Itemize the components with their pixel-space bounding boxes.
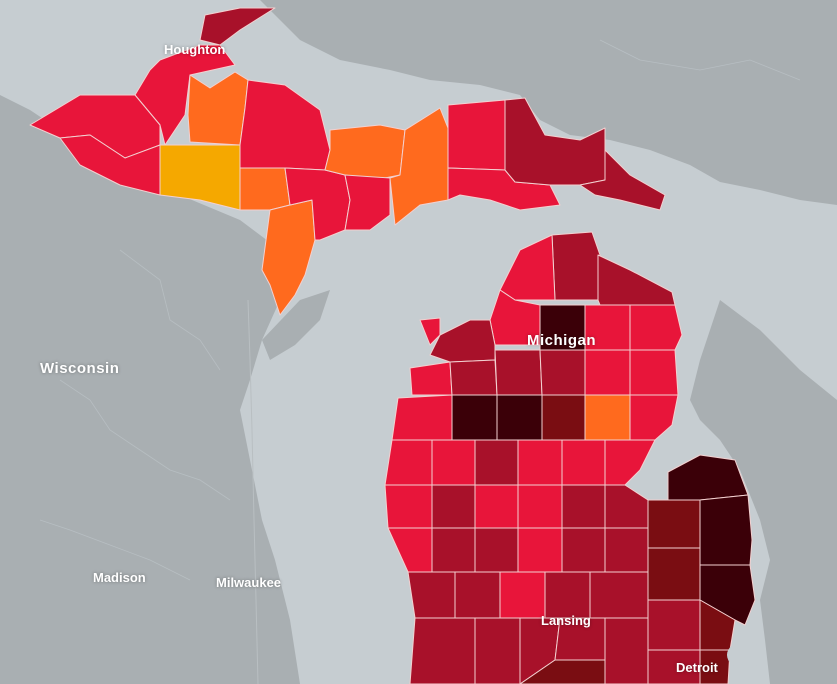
city-label-detroit: Detroit	[676, 660, 718, 675]
county[interactable]	[517, 439, 563, 486]
county[interactable]	[496, 394, 543, 441]
ontario-east-land	[690, 300, 837, 684]
county[interactable]	[561, 439, 606, 486]
county[interactable]	[517, 484, 563, 529]
county[interactable]	[561, 484, 606, 529]
wisconsin-border	[247, 299, 259, 684]
county[interactable]	[187, 71, 249, 146]
county[interactable]	[474, 617, 521, 684]
county[interactable]	[409, 361, 453, 396]
upper-peninsula	[29, 7, 666, 316]
county[interactable]	[431, 439, 476, 486]
county[interactable]	[517, 527, 563, 573]
county[interactable]	[699, 649, 731, 684]
county[interactable]	[584, 394, 631, 441]
county[interactable]	[499, 571, 546, 619]
county[interactable]	[384, 484, 433, 529]
county[interactable]	[324, 124, 406, 181]
lower-peninsula	[384, 231, 756, 684]
county[interactable]	[604, 527, 649, 573]
river-line	[119, 249, 221, 371]
county[interactable]	[384, 439, 433, 486]
county[interactable]	[629, 349, 679, 396]
county[interactable]	[389, 107, 449, 226]
county[interactable]	[494, 349, 543, 396]
city-label-lansing: Lansing	[541, 613, 591, 628]
county[interactable]	[647, 547, 701, 601]
county[interactable]	[474, 527, 519, 573]
county[interactable]	[579, 149, 666, 211]
county[interactable]	[391, 394, 453, 441]
county[interactable]	[159, 144, 241, 211]
river-line	[599, 39, 801, 81]
county[interactable]	[629, 394, 679, 441]
city-label-madison: Madison	[93, 570, 146, 585]
county[interactable]	[431, 527, 476, 573]
county[interactable]	[447, 99, 506, 171]
county[interactable]	[134, 44, 236, 146]
city-label-milwaukee: Milwaukee	[216, 575, 282, 590]
county[interactable]	[407, 571, 456, 619]
river-line	[39, 519, 191, 581]
county[interactable]	[584, 349, 631, 396]
county[interactable]	[647, 599, 701, 651]
county[interactable]	[589, 571, 649, 619]
county[interactable]	[499, 234, 556, 301]
river-line	[59, 379, 231, 501]
wisconsin-land	[0, 95, 300, 684]
county[interactable]	[604, 439, 656, 486]
county[interactable]	[409, 617, 476, 684]
county[interactable]	[419, 317, 441, 346]
county[interactable]	[449, 359, 498, 396]
county[interactable]	[199, 7, 276, 46]
county[interactable]	[561, 527, 606, 573]
county[interactable]	[539, 349, 586, 396]
lake-st-clair	[727, 641, 763, 669]
county[interactable]	[474, 484, 519, 529]
county[interactable]	[551, 231, 601, 301]
county[interactable]	[239, 167, 291, 211]
county[interactable]	[604, 617, 649, 684]
county[interactable]	[451, 394, 498, 441]
county[interactable]	[629, 304, 683, 351]
state-label-wisconsin: Wisconsin	[40, 360, 120, 377]
county[interactable]	[474, 439, 519, 486]
county[interactable]	[699, 494, 753, 566]
county[interactable]	[647, 649, 701, 684]
state-label-michigan: Michigan	[527, 332, 597, 349]
ontario-land	[260, 0, 837, 205]
county[interactable]	[541, 394, 586, 441]
county[interactable]	[544, 571, 591, 619]
county[interactable]	[647, 499, 701, 549]
county[interactable]	[454, 571, 501, 619]
city-label-houghton: Houghton	[164, 42, 226, 57]
county[interactable]	[431, 484, 476, 529]
door-peninsula	[262, 290, 330, 360]
